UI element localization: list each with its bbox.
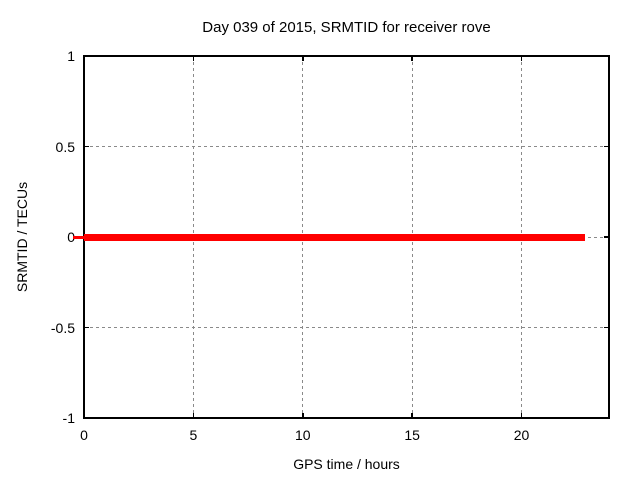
- y-tick-label: 0: [67, 229, 75, 245]
- y-tick-right: [604, 55, 609, 57]
- series-start-cap: [73, 235, 84, 239]
- y-tick-right: [604, 145, 609, 148]
- x-tick-top: [192, 56, 195, 61]
- x-tick-bottom: [83, 413, 85, 418]
- y-tick-right: [604, 326, 609, 329]
- y-tick-label: 0.5: [55, 138, 75, 155]
- x-tick-top: [302, 56, 304, 61]
- x-tick-label: 5: [189, 427, 198, 443]
- x-tick-label: 10: [294, 427, 311, 443]
- y-tick-left: [84, 417, 89, 419]
- x-tick-top: [83, 56, 85, 61]
- y-tick-left: [84, 145, 89, 148]
- y-tick-label: -1: [62, 410, 75, 426]
- x-tick-label: 0: [80, 427, 88, 443]
- x-tick-top: [411, 56, 413, 61]
- y-gridline: [84, 327, 609, 328]
- x-tick-label: 20: [513, 427, 530, 443]
- chart-title: Day 039 of 2015, SRMTID for receiver rov…: [202, 19, 491, 36]
- data-line-srmtid: [84, 233, 585, 241]
- y-tick-label: -0.5: [50, 319, 75, 336]
- y-tick-label: 1: [67, 48, 75, 64]
- y-tick-left: [84, 326, 89, 329]
- x-tick-bottom: [520, 413, 523, 418]
- y-tick-right: [604, 236, 609, 238]
- y-gridline: [84, 146, 609, 147]
- x-tick-label: 15: [404, 427, 420, 443]
- x-tick-bottom: [192, 413, 195, 418]
- x-tick-bottom: [302, 413, 304, 418]
- y-tick-right: [604, 417, 609, 419]
- x-tick-bottom: [411, 413, 413, 418]
- y-tick-left: [84, 55, 89, 57]
- x-axis-label: GPS time / hours: [293, 456, 400, 472]
- x-tick-top: [520, 56, 523, 61]
